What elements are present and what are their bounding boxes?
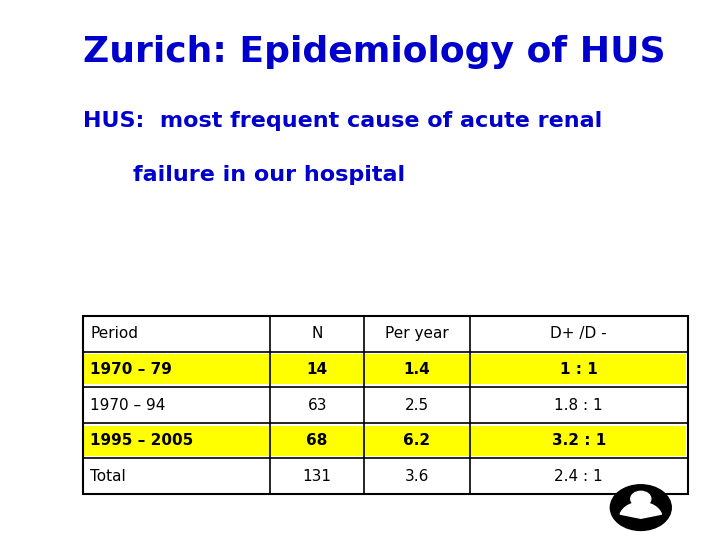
- Text: 63: 63: [307, 397, 327, 413]
- Bar: [83, 316, 688, 494]
- Circle shape: [611, 485, 671, 530]
- Text: 14: 14: [307, 362, 328, 377]
- Text: 131: 131: [302, 469, 332, 484]
- Text: 1970 – 79: 1970 – 79: [90, 362, 172, 377]
- Text: 3.6: 3.6: [405, 469, 429, 484]
- Text: 3.2 : 1: 3.2 : 1: [552, 433, 606, 448]
- Text: Zurich: Epidemiology of HUS: Zurich: Epidemiology of HUS: [83, 35, 665, 69]
- Text: Total: Total: [90, 469, 126, 484]
- Text: Period: Period: [90, 326, 138, 341]
- Text: 2.5: 2.5: [405, 397, 429, 413]
- Text: D+ /D -: D+ /D -: [550, 326, 607, 341]
- Text: 2.4 : 1: 2.4 : 1: [554, 469, 603, 484]
- Bar: [84, 426, 686, 456]
- Bar: [84, 354, 686, 384]
- Text: 6.2: 6.2: [403, 433, 431, 448]
- Text: N: N: [312, 326, 323, 341]
- Text: 68: 68: [307, 433, 328, 448]
- Text: 1 : 1: 1 : 1: [560, 362, 598, 377]
- Text: HUS:  most frequent cause of acute renal: HUS: most frequent cause of acute renal: [83, 111, 602, 131]
- Text: 1995 – 2005: 1995 – 2005: [90, 433, 193, 448]
- Text: 1.8 : 1: 1.8 : 1: [554, 397, 603, 413]
- Text: Per year: Per year: [385, 326, 449, 341]
- Text: failure in our hospital: failure in our hospital: [133, 165, 405, 185]
- Text: 1970 – 94: 1970 – 94: [90, 397, 166, 413]
- Wedge shape: [620, 502, 662, 518]
- Text: 1.4: 1.4: [404, 362, 431, 377]
- Circle shape: [631, 491, 651, 507]
- Bar: [83, 316, 688, 494]
